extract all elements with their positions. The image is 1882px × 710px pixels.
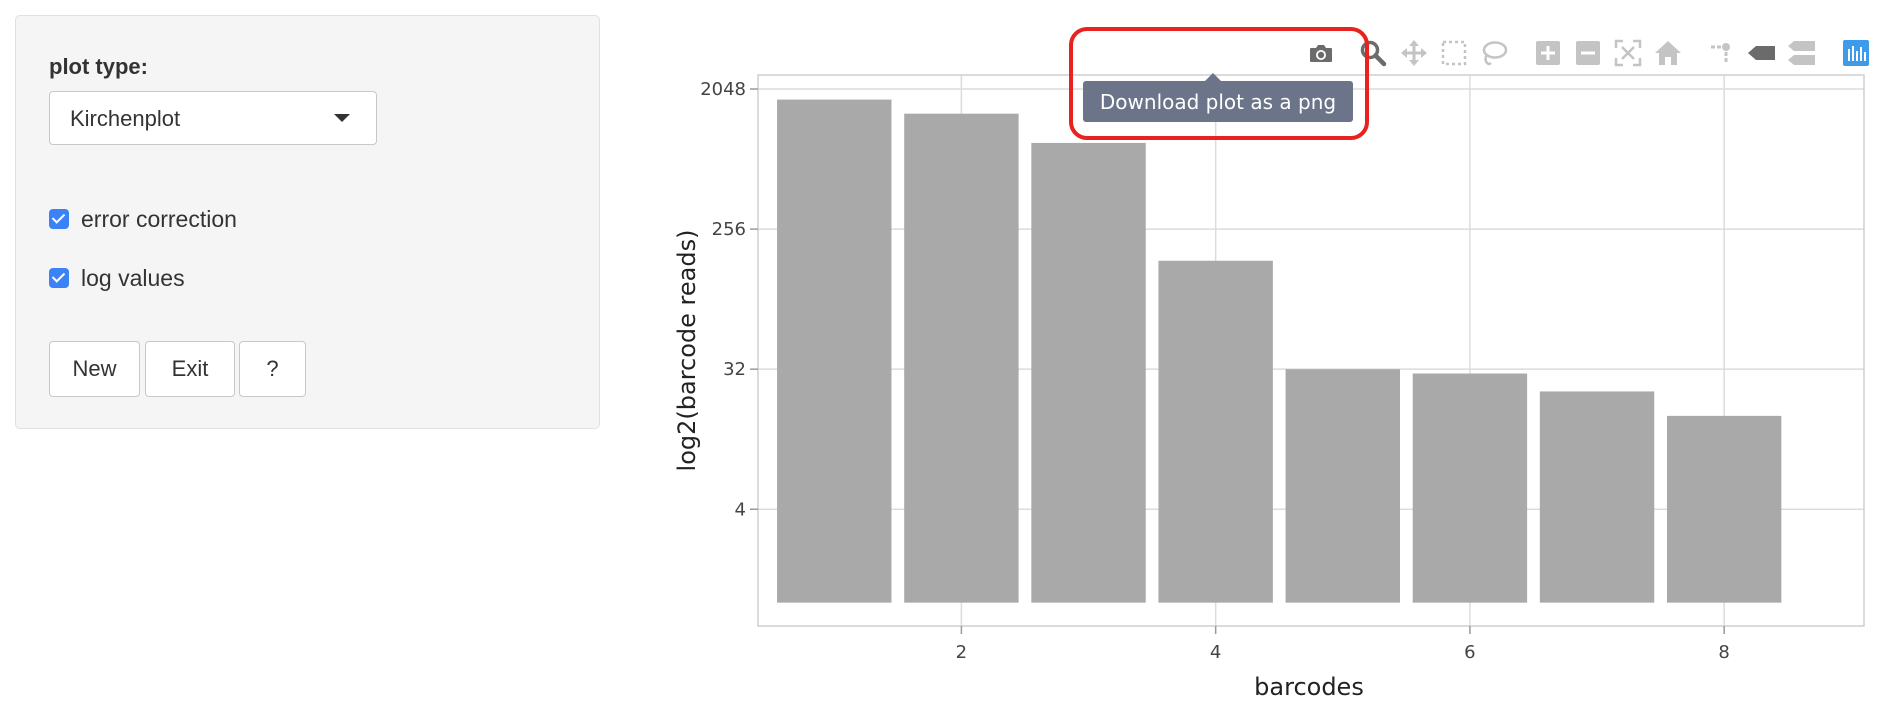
zoom-in-icon[interactable]: [1533, 38, 1563, 68]
pan-icon[interactable]: [1399, 38, 1429, 68]
plotly-logo-icon[interactable]: [1841, 38, 1871, 68]
bar[interactable]: [1539, 391, 1655, 603]
x-axis-title: barcodes: [1254, 673, 1364, 701]
bar[interactable]: [777, 99, 892, 603]
hover-compare-icon[interactable]: [1787, 38, 1817, 68]
exit-button[interactable]: Exit: [145, 341, 235, 397]
bar[interactable]: [1285, 369, 1400, 603]
chevron-down-icon: [334, 114, 350, 122]
log-values-label: log values: [81, 264, 185, 291]
new-button[interactable]: New: [49, 341, 140, 397]
hover-closest-icon[interactable]: [1747, 38, 1777, 68]
x-tick-label: 4: [1210, 642, 1221, 663]
error-correction-label: error correction: [81, 205, 237, 232]
plot-type-select[interactable]: Kirchenplot: [49, 91, 377, 145]
plot-type-value: Kirchenplot: [70, 106, 181, 131]
plot-type-label: plot type:: [49, 54, 148, 79]
log-values-checkbox[interactable]: [49, 268, 69, 288]
x-tick-label: 6: [1464, 642, 1475, 663]
bar[interactable]: [1031, 142, 1146, 603]
bar[interactable]: [1158, 260, 1273, 603]
error-correction-checkbox[interactable]: [49, 209, 69, 229]
error-correction-row[interactable]: error correction: [49, 205, 237, 233]
plot-frame: [757, 74, 1865, 627]
lasso-select-icon[interactable]: [1479, 38, 1509, 68]
zoom-icon[interactable]: [1358, 38, 1388, 68]
bar[interactable]: [1412, 373, 1528, 603]
bar[interactable]: [1666, 415, 1782, 603]
y-tick-label: 256: [712, 219, 746, 240]
log-values-row[interactable]: log values: [49, 264, 185, 292]
x-tick-label: 8: [1718, 642, 1729, 663]
sidebar-panel: plot type: Kirchenplot error correction …: [15, 15, 600, 429]
camera-icon[interactable]: [1306, 38, 1336, 68]
zoom-out-icon[interactable]: [1573, 38, 1603, 68]
y-tick-label: 4: [735, 499, 746, 520]
x-tick-label: 2: [956, 642, 967, 663]
help-button[interactable]: ?: [239, 341, 306, 397]
autoscale-icon[interactable]: [1613, 38, 1643, 68]
spike-lines-icon[interactable]: [1707, 38, 1737, 68]
reset-axes-icon[interactable]: [1653, 38, 1683, 68]
y-axis-title: log2(barcode reads): [673, 230, 701, 472]
box-select-icon[interactable]: [1439, 38, 1469, 68]
highlight-annotation: [1069, 27, 1369, 140]
y-tick-label: 2048: [700, 79, 746, 100]
y-tick-label: 32: [723, 359, 746, 380]
download-tooltip: Download plot as a png: [1083, 73, 1353, 122]
bar[interactable]: [904, 113, 1019, 603]
